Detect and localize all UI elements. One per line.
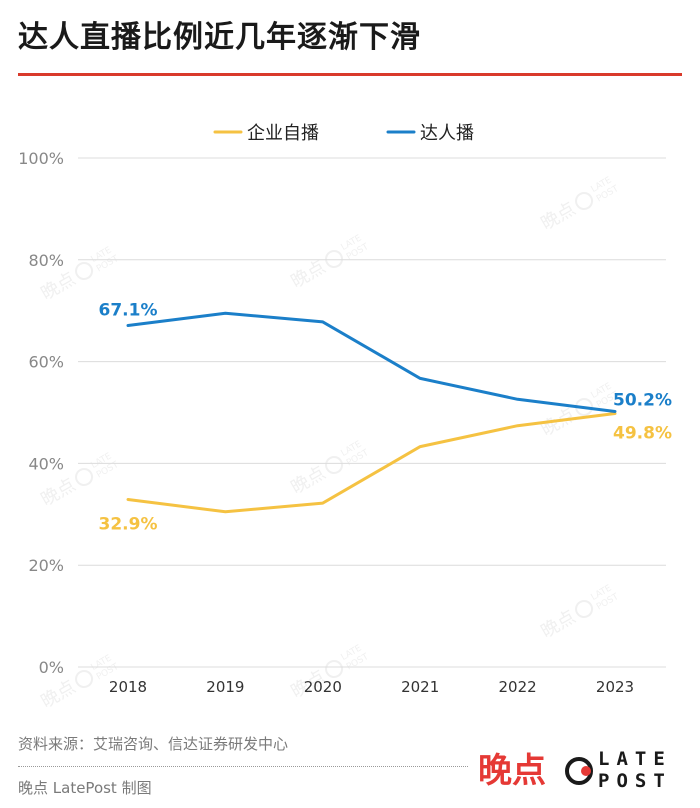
watermark-cn: 晚点	[37, 474, 79, 510]
legend-label: 达人播	[420, 123, 474, 144]
brand-en-line1: LATE	[598, 748, 672, 770]
watermark-cn: 晚点	[37, 268, 79, 304]
brand-logo: 晚点 LATE POST	[478, 746, 688, 796]
watermark-cn: 晚点	[537, 198, 579, 234]
y-tick-label: 0%	[39, 658, 64, 677]
brand-en-line2: POST	[598, 770, 672, 792]
brand-name-cn: 晚点	[478, 751, 546, 791]
y-tick-label: 40%	[28, 454, 64, 473]
data-label: 50.2%	[613, 390, 672, 410]
title-divider	[18, 73, 682, 76]
legend-label: 企业自播	[247, 123, 319, 144]
watermark-logo-icon	[75, 468, 94, 486]
footer-divider	[18, 766, 468, 767]
watermark-logo-icon	[75, 262, 94, 280]
x-tick-label: 2020	[304, 678, 342, 696]
x-tick-label: 2023	[596, 678, 634, 696]
watermark-logo-icon	[325, 250, 344, 268]
watermark-logo-icon	[325, 660, 344, 678]
watermark-cn: 晚点	[537, 606, 579, 642]
y-tick-label: 20%	[28, 556, 64, 575]
series-line-1	[126, 412, 617, 514]
series-line-2	[126, 311, 617, 413]
watermark-logo-icon	[325, 456, 344, 474]
watermark-logo-icon	[575, 192, 594, 210]
data-label: 67.1%	[99, 300, 158, 320]
watermark-cn: 晚点	[287, 256, 329, 292]
watermark-cn: 晚点	[287, 462, 329, 498]
watermark-logo-icon	[575, 600, 594, 618]
page-title: 达人直播比例近几年逐渐下滑	[18, 20, 421, 55]
late-post-logo-icon	[565, 757, 593, 785]
y-tick-label: 80%	[28, 251, 64, 270]
y-tick-label: 100%	[18, 149, 64, 168]
brand-name-en: LATE POST	[598, 748, 688, 792]
x-tick-label: 2022	[499, 678, 537, 696]
x-tick-label: 2018	[109, 678, 147, 696]
watermark-logo-icon	[575, 398, 594, 416]
data-label: 49.8%	[613, 424, 672, 444]
y-tick-label: 60%	[28, 353, 64, 372]
data-label: 32.9%	[99, 515, 158, 535]
x-tick-label: 2021	[401, 678, 439, 696]
watermark-logo-icon	[75, 670, 94, 688]
watermark-cn: 晚点	[37, 676, 79, 712]
source-note: 资料来源：艾瑞咨询、信达证券研发中心	[18, 735, 289, 753]
credit-note: 晚点 LatePost 制图	[18, 779, 152, 797]
x-tick-label: 2019	[206, 678, 244, 696]
